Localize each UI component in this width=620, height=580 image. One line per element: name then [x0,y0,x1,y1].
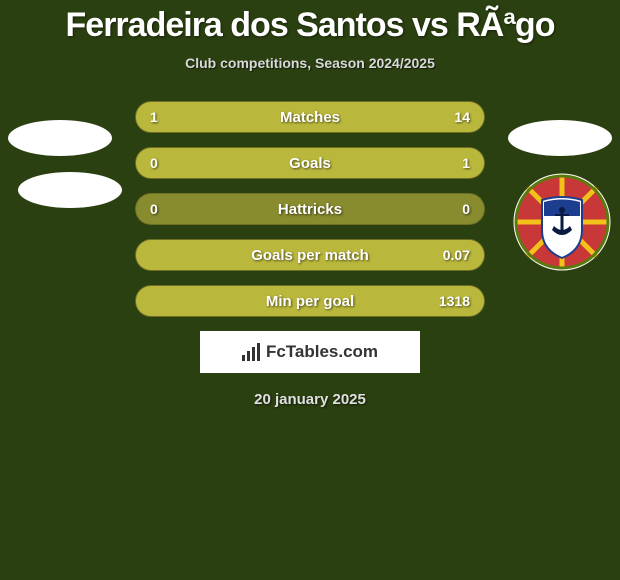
stat-row: Goals per match 0.07 [135,239,485,271]
stat-value-right: 14 [454,109,470,125]
stat-value-left: 1 [150,109,158,125]
date-text: 20 january 2025 [0,391,620,408]
stat-value-right: 0.07 [443,247,470,263]
brand-footer: FcTables.com [200,331,420,373]
page-title: Ferradeira dos Santos vs RÃªgo [0,0,620,45]
stat-row: Min per goal 1318 [135,285,485,317]
stat-label: Goals per match [251,247,369,264]
brand-text: FcTables.com [266,342,378,362]
stat-row: Goals 0 1 [135,147,485,179]
brand-bars-icon [242,343,260,361]
stat-row: Matches 1 14 [135,101,485,133]
stat-label: Min per goal [266,293,354,310]
stat-value-left: 0 [150,201,158,217]
subtitle: Club competitions, Season 2024/2025 [0,55,620,71]
stat-value-right: 0 [462,201,470,217]
stats-block: Matches 1 14 Goals 0 1 Hattricks 0 0 Goals per ma… [0,101,620,317]
root: Ferradeira dos Santos vs RÃªgo Club comp… [0,0,620,580]
stat-label: Goals [289,155,331,172]
stat-label: Hattricks [278,201,342,218]
stat-label: Matches [280,109,340,126]
stat-value-right: 1318 [439,293,470,309]
stat-value-right: 1 [462,155,470,171]
stat-value-left: 0 [150,155,158,171]
stat-row: Hattricks 0 0 [135,193,485,225]
